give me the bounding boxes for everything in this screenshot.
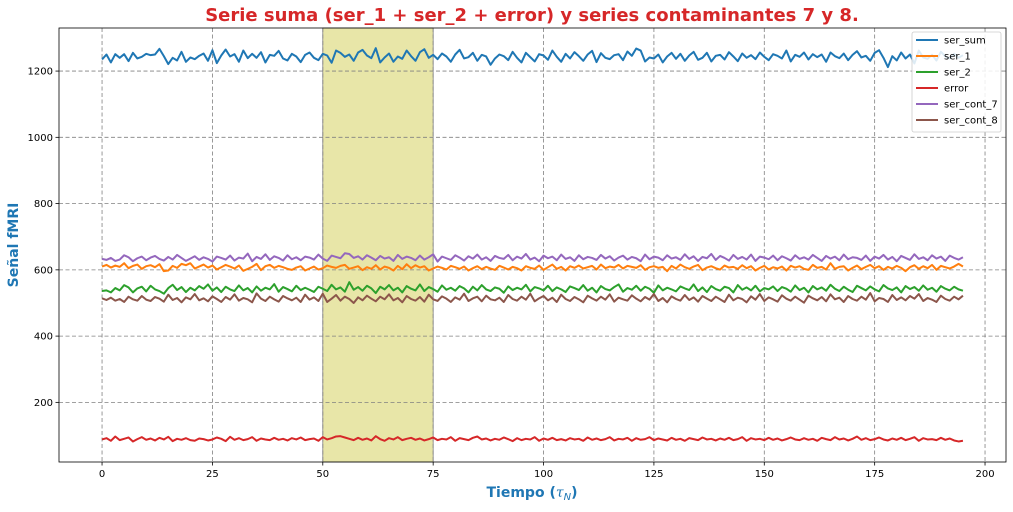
- x-axis-label-subscript: N: [564, 492, 572, 503]
- y-tick-label: 800: [34, 199, 53, 210]
- y-axis: 200 400 600 800 1000 1200: [28, 67, 59, 409]
- legend-label-error: error: [944, 84, 969, 95]
- x-axis-label: Tiempo (τN): [487, 485, 578, 503]
- x-axis-label-close: ): [571, 485, 577, 501]
- x-tick-label: 100: [534, 469, 553, 480]
- series-line-ser-2: [101, 281, 964, 295]
- y-tick-label: 600: [34, 265, 53, 276]
- legend-label-ser-1: ser_1: [944, 52, 971, 63]
- x-tick-label: 125: [644, 469, 663, 480]
- x-axis: 0 25 50 75 100 125 150 175 200: [99, 462, 995, 480]
- x-tick-label: 50: [316, 469, 329, 480]
- series-line-ser-sum: [101, 47, 964, 69]
- legend-label-ser-2: ser_2: [944, 68, 971, 79]
- x-tick-label: 175: [865, 469, 884, 480]
- chart-title: Serie suma (ser_1 + ser_2 + error) y ser…: [205, 5, 859, 26]
- x-tick-label: 200: [975, 469, 994, 480]
- series-line-ser-cont-7: [101, 252, 964, 263]
- x-tick-label: 0: [99, 469, 105, 480]
- series-line-ser-1: [101, 262, 964, 273]
- y-tick-label: 1000: [28, 133, 53, 144]
- legend-label-ser-sum: ser_sum: [944, 36, 986, 47]
- y-axis-label: Señal fMRI: [6, 203, 22, 288]
- x-axis-label-main: Tiempo (: [487, 485, 556, 501]
- legend-label-ser-cont-7: ser_cont_7: [944, 100, 998, 111]
- plot-frame: [58, 27, 1007, 463]
- highlight-span: [322, 27, 434, 463]
- y-tick-label: 1200: [28, 67, 53, 78]
- x-axis-label-symbol: τ: [556, 485, 564, 501]
- legend-label-ser-cont-8: ser_cont_8: [944, 116, 998, 127]
- series-line-error: [101, 435, 964, 443]
- x-tick-label: 150: [755, 469, 774, 480]
- y-tick-label: 200: [34, 398, 53, 409]
- x-tick-label: 25: [206, 469, 219, 480]
- y-tick-label: 400: [34, 332, 53, 343]
- highlight-span-layer: [322, 27, 434, 463]
- series-layer: [101, 47, 964, 443]
- series-line-ser-cont-8: [101, 292, 964, 304]
- x-tick-label: 75: [427, 469, 440, 480]
